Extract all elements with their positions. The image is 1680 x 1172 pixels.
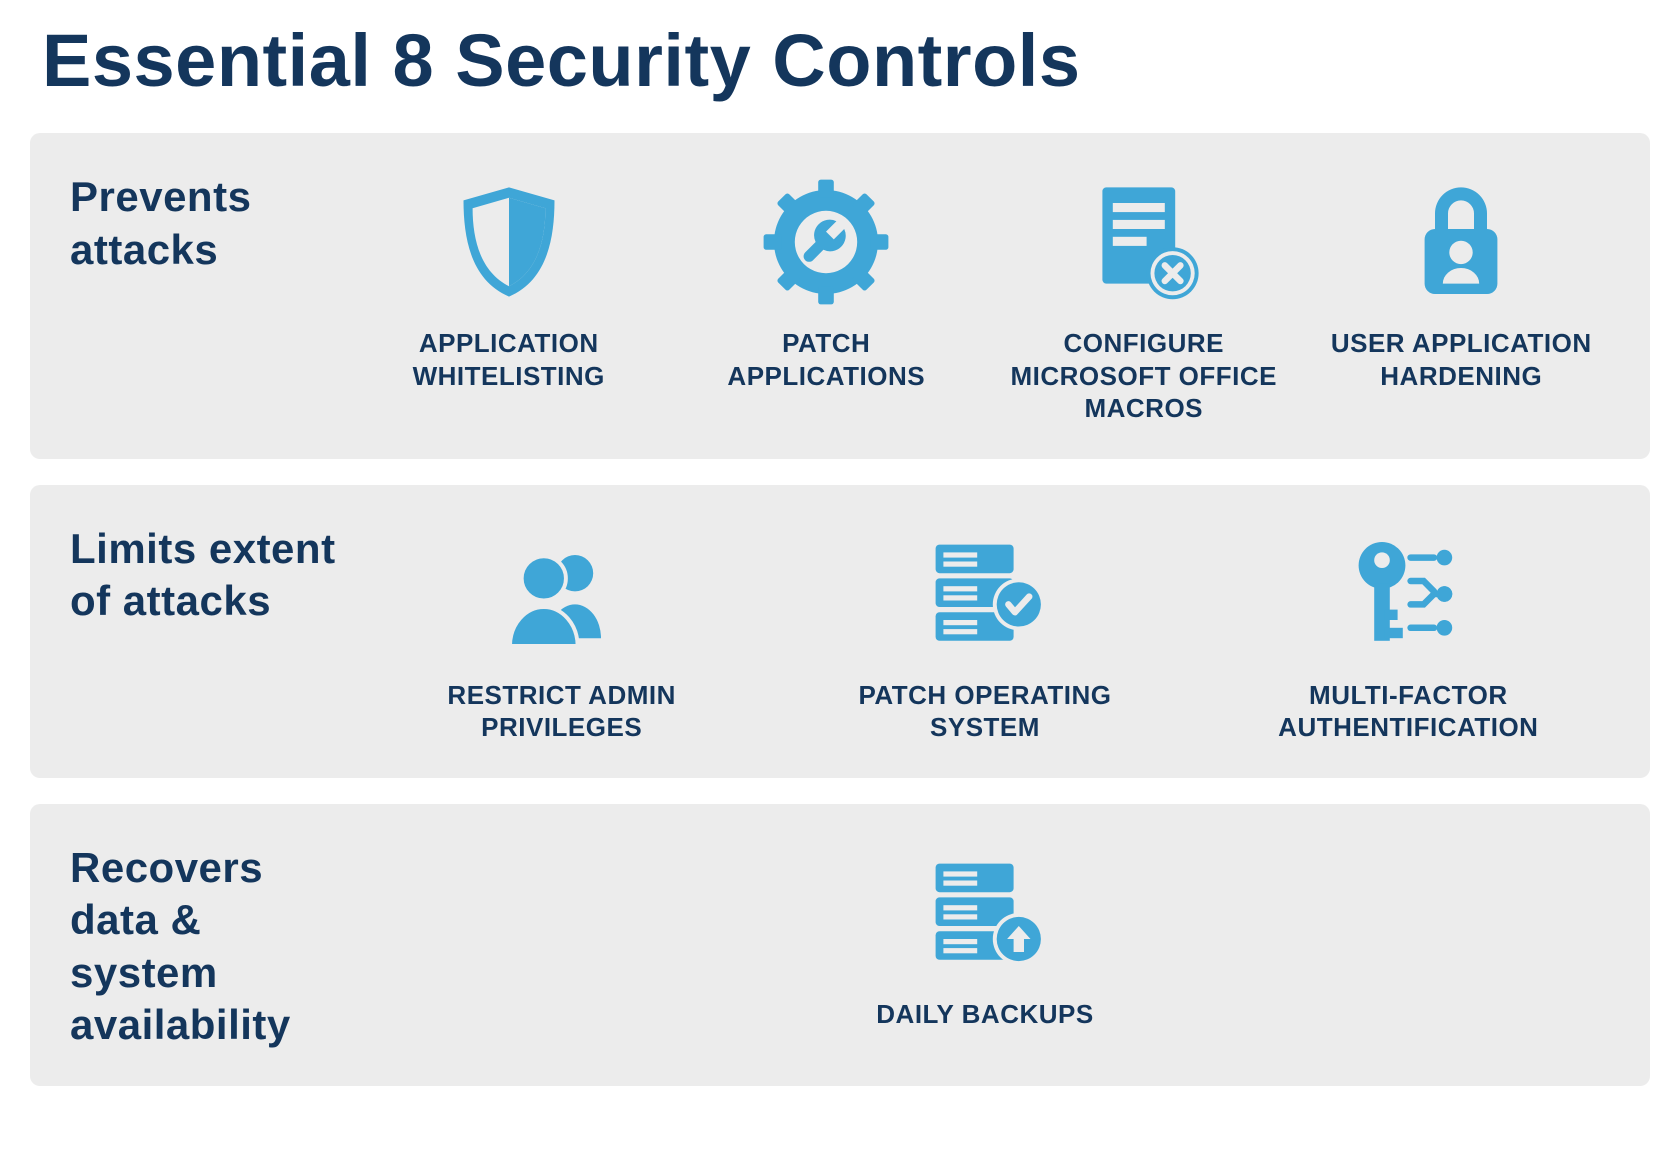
control-item: DAILY BACKUPS [360, 838, 1610, 1031]
section-items: RESTRICT ADMIN PRIVILEGES PATCH OPERATING… [360, 519, 1610, 744]
control-item: PATCH OPERATING SYSTEM [783, 519, 1186, 744]
control-item: RESTRICT ADMIN PRIVILEGES [360, 519, 763, 744]
section-0: Prevents attacksAPPLICATION WHITELISTING… [30, 133, 1650, 459]
gear-wrench-icon [761, 167, 891, 317]
control-item: APPLICATION WHITELISTING [360, 167, 658, 392]
item-label: USER APPLICATION HARDENING [1331, 327, 1592, 392]
shield-icon [444, 167, 574, 317]
section-items: APPLICATION WHITELISTING PATCH APPLICATIO… [360, 167, 1610, 425]
section-1: Limits extent of attacksRESTRICT ADMIN P… [30, 485, 1650, 778]
item-label: DAILY BACKUPS [876, 998, 1093, 1031]
server-check-icon [920, 519, 1050, 669]
key-circuit-icon [1343, 519, 1473, 669]
lock-user-icon [1396, 167, 1526, 317]
section-items: DAILY BACKUPS [360, 838, 1610, 1031]
control-item: CONFIGURE MICROSOFT OFFICE MACROS [995, 167, 1293, 425]
control-item: MULTI-FACTOR AUTHENTIFICATION [1207, 519, 1610, 744]
page-title: Essential 8 Security Controls [30, 0, 1650, 133]
item-label: PATCH OPERATING SYSTEM [858, 679, 1111, 744]
control-item: PATCH APPLICATIONS [678, 167, 976, 392]
item-label: MULTI-FACTOR AUTHENTIFICATION [1278, 679, 1538, 744]
item-label: PATCH APPLICATIONS [727, 327, 925, 392]
users-icon [497, 519, 627, 669]
section-2: Recovers data & system availability DAILY… [30, 804, 1650, 1086]
item-label: CONFIGURE MICROSOFT OFFICE MACROS [1010, 327, 1277, 425]
control-item: USER APPLICATION HARDENING [1313, 167, 1611, 392]
server-upload-icon [920, 838, 1050, 988]
item-label: RESTRICT ADMIN PRIVILEGES [447, 679, 675, 744]
item-label: APPLICATION WHITELISTING [413, 327, 605, 392]
section-label: Prevents attacks [70, 167, 360, 276]
section-label: Limits extent of attacks [70, 519, 360, 628]
section-label: Recovers data & system availability [70, 838, 360, 1052]
document-x-icon [1079, 167, 1209, 317]
